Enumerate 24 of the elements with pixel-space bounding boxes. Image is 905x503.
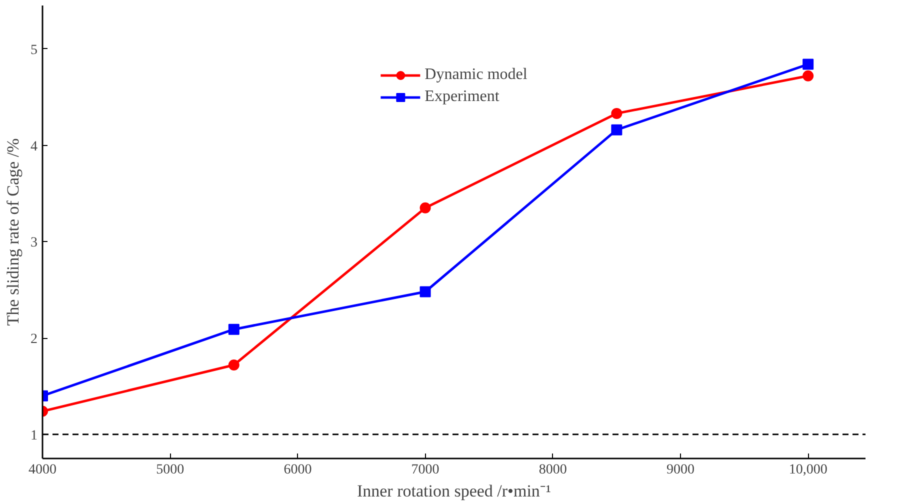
y-tick-label: 1 <box>30 428 38 444</box>
y-tick-label: 3 <box>30 236 38 251</box>
x-tick-label: 6000 <box>284 462 312 478</box>
y-tick-label: 2 <box>30 332 38 348</box>
x-tick-label: 4000 <box>28 462 56 478</box>
point <box>802 70 814 82</box>
point <box>228 360 240 370</box>
point <box>228 324 240 335</box>
point <box>802 58 814 70</box>
point <box>611 108 622 119</box>
point <box>420 286 431 298</box>
x-tick-label: 5000 <box>156 462 184 478</box>
x-tick-label: 10,000 <box>788 462 828 478</box>
y-tick-label: 4 <box>30 139 38 154</box>
point <box>611 124 622 136</box>
legend-label: Experiment <box>424 88 500 106</box>
x-tick-label: 9000 <box>666 462 694 478</box>
y-axis-title: The sliding rate of Cage /% <box>4 138 22 326</box>
x-tick-label: 8000 <box>538 462 567 478</box>
x-tick-label: 7000 <box>411 462 440 478</box>
y-tick-label: 5 <box>30 42 38 58</box>
x-axis-title: Inner rotation speed /r•min⁻¹ <box>356 482 552 500</box>
legend-label: Dynamic model <box>424 66 528 84</box>
point <box>420 202 431 214</box>
